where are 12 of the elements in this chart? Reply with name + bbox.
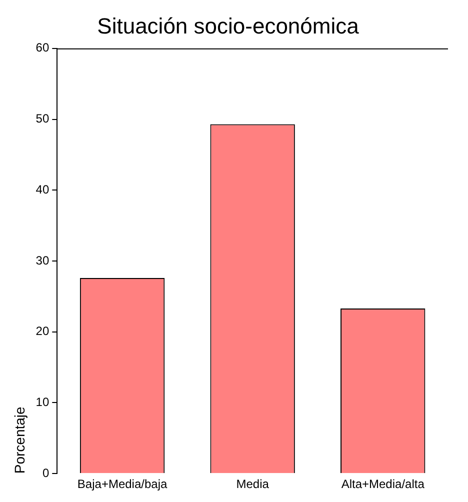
y-tick-label: 10: [36, 395, 50, 410]
chart-title: Situación socio-económica: [97, 13, 360, 38]
x-tick-label: Baja+Media/baja: [77, 477, 168, 492]
y-tick-label: 50: [36, 112, 50, 126]
x-tick-label: Alta+Media/alta: [341, 477, 425, 492]
y-tick-label: 60: [36, 40, 50, 55]
y-axis-title: Porcentaje: [11, 406, 28, 474]
y-tick-label: 40: [36, 182, 50, 196]
y-tick-label: 0: [42, 466, 50, 480]
y-tick-label: 30: [36, 253, 50, 268]
x-tick-label: Media: [236, 477, 270, 492]
y-tick-label: 20: [36, 324, 50, 338]
